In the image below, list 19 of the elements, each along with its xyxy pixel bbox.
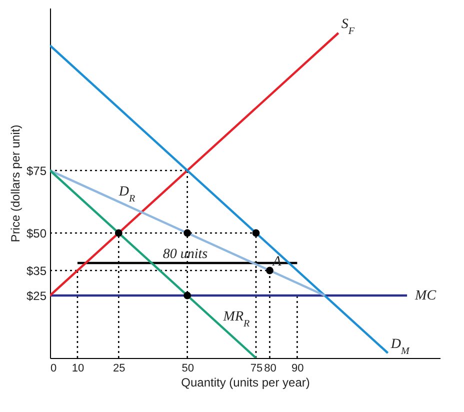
annotation: MR$_{R}$ [222, 310, 250, 329]
y-axis-title: Price (dollars per unit) [8, 124, 22, 242]
annotation: S$_{F}$ [341, 17, 356, 36]
x-tick-label: 80 [264, 362, 276, 374]
y-tick-label: $35 [26, 264, 47, 278]
x-axis-title: Quantity (units per year) [181, 376, 310, 390]
x-tick-label: 75 [250, 362, 263, 374]
annotation: D$_{R}$ [118, 184, 136, 204]
y-tick-label: $75 [26, 164, 47, 178]
y-tick-label: $50 [26, 226, 47, 240]
x-tick-label: 0 [50, 362, 57, 374]
x-tick-label: 10 [72, 362, 84, 374]
x-tick-label: 90 [292, 362, 304, 374]
annotation: D$_{M}$ [390, 337, 410, 356]
series-label: MC [414, 288, 437, 304]
annotation: 80 units [162, 247, 208, 262]
x-tick-label: 50 [182, 362, 194, 374]
x-tick-label: 25 [113, 362, 126, 374]
y-tick-label: $25 [26, 289, 47, 303]
